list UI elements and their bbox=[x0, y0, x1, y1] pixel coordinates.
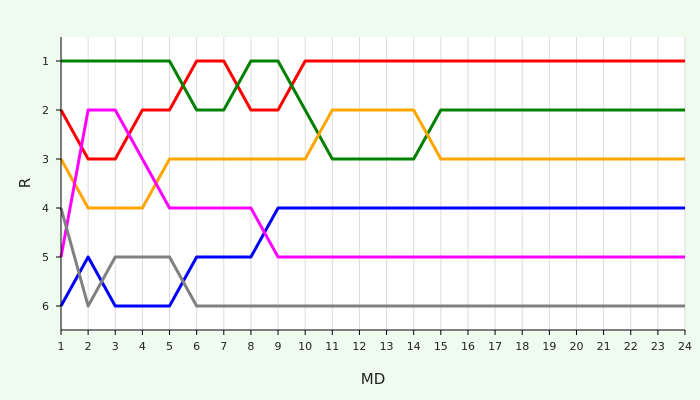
series-line-3 bbox=[59, 108, 685, 210]
x-axis-title: MD bbox=[361, 370, 386, 388]
series-line-4 bbox=[59, 206, 685, 308]
grid-lines bbox=[87, 37, 686, 330]
x-tick-label: 11 bbox=[325, 340, 339, 353]
x-tick-label: 12 bbox=[352, 340, 366, 353]
x-tick-label: 20 bbox=[569, 340, 583, 353]
x-tick-label: 10 bbox=[298, 340, 312, 353]
x-tick-label: 24 bbox=[678, 340, 692, 353]
x-tick-label: 4 bbox=[139, 340, 146, 353]
x-tick-label: 19 bbox=[542, 340, 556, 353]
x-tick-label: 6 bbox=[193, 340, 200, 353]
x-tick-label: 1 bbox=[58, 340, 65, 353]
x-tick-label: 9 bbox=[275, 340, 282, 353]
x-tick-label: 13 bbox=[380, 340, 394, 353]
x-tick-label: 23 bbox=[651, 340, 665, 353]
y-tick-label: 1 bbox=[42, 55, 49, 68]
x-ticks: 1 2 3 4 5 6 7 8 9 10 11 12 13 14 15 16 17 18 19 20 21 22 23 24 bbox=[58, 330, 692, 353]
x-tick-label: 16 bbox=[461, 340, 475, 353]
x-tick-label: 8 bbox=[247, 340, 254, 353]
x-tick-label: 22 bbox=[624, 340, 638, 353]
y-tick-label: 4 bbox=[42, 202, 49, 215]
series-line-6 bbox=[59, 207, 685, 308]
x-tick-label: 17 bbox=[488, 340, 502, 353]
x-tick-label: 18 bbox=[515, 340, 529, 353]
x-tick-label: 3 bbox=[112, 340, 119, 353]
y-ticks: 1 2 3 4 5 6 bbox=[42, 55, 61, 313]
series-line-5 bbox=[59, 108, 685, 259]
x-tick-label: 21 bbox=[597, 340, 611, 353]
x-tick-label: 14 bbox=[407, 340, 421, 353]
y-tick-label: 5 bbox=[42, 251, 49, 264]
series-lines bbox=[59, 59, 685, 308]
x-tick-label: 2 bbox=[85, 340, 92, 353]
x-tick-label: 7 bbox=[220, 340, 227, 353]
y-axis-title: R bbox=[16, 178, 34, 188]
y-tick-label: 3 bbox=[42, 153, 49, 166]
x-tick-label: 15 bbox=[434, 340, 448, 353]
plot-background bbox=[61, 37, 685, 330]
axes bbox=[60, 37, 685, 331]
series-line-1 bbox=[59, 59, 685, 161]
series-line-2 bbox=[61, 59, 685, 161]
y-tick-label: 2 bbox=[42, 104, 49, 117]
x-tick-label: 5 bbox=[166, 340, 173, 353]
y-tick-label: 6 bbox=[42, 300, 49, 313]
